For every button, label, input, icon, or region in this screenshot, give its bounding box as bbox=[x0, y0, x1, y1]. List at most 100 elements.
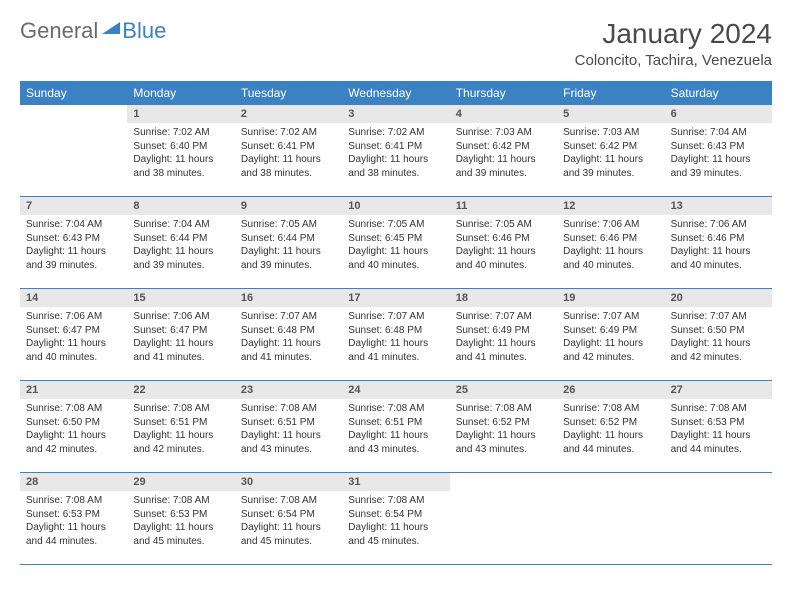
daylight-line: Daylight: 11 hours and 42 minutes. bbox=[671, 337, 766, 364]
calendar-cell: 20 Sunrise: 7:07 AMSunset: 6:50 PMDayligh… bbox=[665, 289, 772, 381]
sunset-line: Sunset: 6:48 PM bbox=[348, 324, 443, 338]
sunrise-line: Sunrise: 7:06 AM bbox=[26, 310, 121, 324]
day-content: Sunrise: 7:05 AMSunset: 6:46 PMDaylight:… bbox=[450, 215, 557, 278]
calendar-cell: 13Sunrise: 7:06 AMSunset: 6:46 PMDayligh… bbox=[665, 197, 772, 289]
daylight-line: Daylight: 11 hours and 44 minutes. bbox=[26, 521, 121, 548]
day-content: Sunrise: 7:08 AMSunset: 6:51 PMDaylight:… bbox=[127, 399, 234, 462]
day-number: 13 bbox=[665, 197, 772, 215]
calendar-cell-empty: .. bbox=[450, 473, 557, 565]
day-number: 25 bbox=[450, 381, 557, 399]
weekday-header: Friday bbox=[557, 81, 664, 105]
sunrise-line: Sunrise: 7:08 AM bbox=[348, 402, 443, 416]
day-content: Sunrise: 7:02 AMSunset: 6:41 PMDaylight:… bbox=[235, 123, 342, 186]
sunrise-line: Sunrise: 7:06 AM bbox=[133, 310, 228, 324]
day-number: 7 bbox=[20, 197, 127, 215]
daylight-line: Daylight: 11 hours and 39 minutes. bbox=[671, 153, 766, 180]
calendar-cell: 16Sunrise: 7:07 AMSunset: 6:48 PMDayligh… bbox=[235, 289, 342, 381]
sunset-line: Sunset: 6:53 PM bbox=[133, 508, 228, 522]
day-content: Sunrise: 7:08 AMSunset: 6:53 PMDaylight:… bbox=[665, 399, 772, 462]
sunrise-line: Sunrise: 7:07 AM bbox=[563, 310, 658, 324]
calendar-cell: 27Sunrise: 7:08 AMSunset: 6:53 PMDayligh… bbox=[665, 381, 772, 473]
sunset-line: Sunset: 6:41 PM bbox=[348, 140, 443, 154]
sunrise-line: Sunrise: 7:04 AM bbox=[133, 218, 228, 232]
sunset-line: Sunset: 6:44 PM bbox=[133, 232, 228, 246]
sunrise-line: Sunrise: 7:02 AM bbox=[241, 126, 336, 140]
sunset-line: Sunset: 6:46 PM bbox=[671, 232, 766, 246]
calendar-cell: 15Sunrise: 7:06 AMSunset: 6:47 PMDayligh… bbox=[127, 289, 234, 381]
daylight-line: Daylight: 11 hours and 43 minutes. bbox=[456, 429, 551, 456]
calendar-cell: 24Sunrise: 7:08 AMSunset: 6:51 PMDayligh… bbox=[342, 381, 449, 473]
daylight-line: Daylight: 11 hours and 39 minutes. bbox=[241, 245, 336, 272]
weekday-header: Wednesday bbox=[342, 81, 449, 105]
sunrise-line: Sunrise: 7:08 AM bbox=[133, 494, 228, 508]
calendar-cell: 7Sunrise: 7:04 AMSunset: 6:43 PMDaylight… bbox=[20, 197, 127, 289]
sunrise-line: Sunrise: 7:08 AM bbox=[26, 402, 121, 416]
sunrise-line: Sunrise: 7:08 AM bbox=[133, 402, 228, 416]
calendar-cell: 31Sunrise: 7:08 AMSunset: 6:54 PMDayligh… bbox=[342, 473, 449, 565]
sunset-line: Sunset: 6:41 PM bbox=[241, 140, 336, 154]
sunset-line: Sunset: 6:43 PM bbox=[26, 232, 121, 246]
day-content: Sunrise: 7:07 AMSunset: 6:48 PMDaylight:… bbox=[342, 307, 449, 370]
sunset-line: Sunset: 6:47 PM bbox=[26, 324, 121, 338]
day-number: 19 bbox=[557, 289, 664, 307]
sunset-line: Sunset: 6:45 PM bbox=[348, 232, 443, 246]
day-number: 24 bbox=[342, 381, 449, 399]
daylight-line: Daylight: 11 hours and 45 minutes. bbox=[241, 521, 336, 548]
day-content: Sunrise: 7:07 AMSunset: 6:48 PMDaylight:… bbox=[235, 307, 342, 370]
day-content: Sunrise: 7:08 AMSunset: 6:51 PMDaylight:… bbox=[342, 399, 449, 462]
day-number: 3 bbox=[342, 105, 449, 123]
weekday-header: Sunday bbox=[20, 81, 127, 105]
logo-text-general: General bbox=[20, 18, 98, 44]
sunrise-line: Sunrise: 7:02 AM bbox=[348, 126, 443, 140]
sunrise-line: Sunrise: 7:08 AM bbox=[26, 494, 121, 508]
calendar-cell: 26Sunrise: 7:08 AMSunset: 6:52 PMDayligh… bbox=[557, 381, 664, 473]
sunrise-line: Sunrise: 7:07 AM bbox=[671, 310, 766, 324]
sunset-line: Sunset: 6:48 PM bbox=[241, 324, 336, 338]
day-number: 28 bbox=[20, 473, 127, 491]
sunset-line: Sunset: 6:47 PM bbox=[133, 324, 228, 338]
day-number: 20 bbox=[665, 289, 772, 307]
calendar-cell: 18Sunrise: 7:07 AMSunset: 6:49 PMDayligh… bbox=[450, 289, 557, 381]
calendar-cell: 17Sunrise: 7:07 AMSunset: 6:48 PMDayligh… bbox=[342, 289, 449, 381]
day-number: 14 bbox=[20, 289, 127, 307]
sunset-line: Sunset: 6:51 PM bbox=[133, 416, 228, 430]
calendar-cell: 30Sunrise: 7:08 AMSunset: 6:54 PMDayligh… bbox=[235, 473, 342, 565]
sunrise-line: Sunrise: 7:05 AM bbox=[456, 218, 551, 232]
daylight-line: Daylight: 11 hours and 39 minutes. bbox=[133, 245, 228, 272]
daylight-line: Daylight: 11 hours and 41 minutes. bbox=[241, 337, 336, 364]
daylight-line: Daylight: 11 hours and 45 minutes. bbox=[133, 521, 228, 548]
calendar-cell: 28Sunrise: 7:08 AMSunset: 6:53 PMDayligh… bbox=[20, 473, 127, 565]
calendar: SundayMondayTuesdayWednesdayThursdayFrid… bbox=[20, 81, 772, 565]
calendar-cell: 14Sunrise: 7:06 AMSunset: 6:47 PMDayligh… bbox=[20, 289, 127, 381]
day-content: Sunrise: 7:06 AMSunset: 6:46 PMDaylight:… bbox=[665, 215, 772, 278]
day-content: Sunrise: 7:07 AMSunset: 6:49 PMDaylight:… bbox=[450, 307, 557, 370]
calendar-cell: 6Sunrise: 7:04 AMSunset: 6:43 PMDaylight… bbox=[665, 105, 772, 197]
weekday-header: Saturday bbox=[665, 81, 772, 105]
day-number: 31 bbox=[342, 473, 449, 491]
sunrise-line: Sunrise: 7:08 AM bbox=[671, 402, 766, 416]
calendar-cell: 4Sunrise: 7:03 AMSunset: 6:42 PMDaylight… bbox=[450, 105, 557, 197]
sunrise-line: Sunrise: 7:08 AM bbox=[348, 494, 443, 508]
sunset-line: Sunset: 6:50 PM bbox=[671, 324, 766, 338]
day-content: Sunrise: 7:02 AMSunset: 6:40 PMDaylight:… bbox=[127, 123, 234, 186]
calendar-cell: 21Sunrise: 7:08 AMSunset: 6:50 PMDayligh… bbox=[20, 381, 127, 473]
day-content: Sunrise: 7:07 AMSunset: 6:49 PMDaylight:… bbox=[557, 307, 664, 370]
day-number: 16 bbox=[235, 289, 342, 307]
calendar-cell-empty: .. bbox=[665, 473, 772, 565]
header: General Blue January 2024 Coloncito, Tac… bbox=[20, 18, 772, 69]
sunrise-line: Sunrise: 7:08 AM bbox=[563, 402, 658, 416]
day-number: 21 bbox=[20, 381, 127, 399]
sunrise-line: Sunrise: 7:08 AM bbox=[241, 494, 336, 508]
calendar-cell: 25Sunrise: 7:08 AMSunset: 6:52 PMDayligh… bbox=[450, 381, 557, 473]
sunset-line: Sunset: 6:42 PM bbox=[563, 140, 658, 154]
sunset-line: Sunset: 6:42 PM bbox=[456, 140, 551, 154]
calendar-body: ..1Sunrise: 7:02 AMSunset: 6:40 PMDaylig… bbox=[20, 105, 772, 565]
sunrise-line: Sunrise: 7:07 AM bbox=[348, 310, 443, 324]
day-number: 26 bbox=[557, 381, 664, 399]
logo-text-blue: Blue bbox=[122, 18, 166, 44]
day-content: Sunrise: 7:03 AMSunset: 6:42 PMDaylight:… bbox=[450, 123, 557, 186]
calendar-cell: 19Sunrise: 7:07 AMSunset: 6:49 PMDayligh… bbox=[557, 289, 664, 381]
day-content: Sunrise: 7:06 AMSunset: 6:46 PMDaylight:… bbox=[557, 215, 664, 278]
daylight-line: Daylight: 11 hours and 44 minutes. bbox=[563, 429, 658, 456]
day-content: Sunrise: 7:08 AMSunset: 6:52 PMDaylight:… bbox=[450, 399, 557, 462]
